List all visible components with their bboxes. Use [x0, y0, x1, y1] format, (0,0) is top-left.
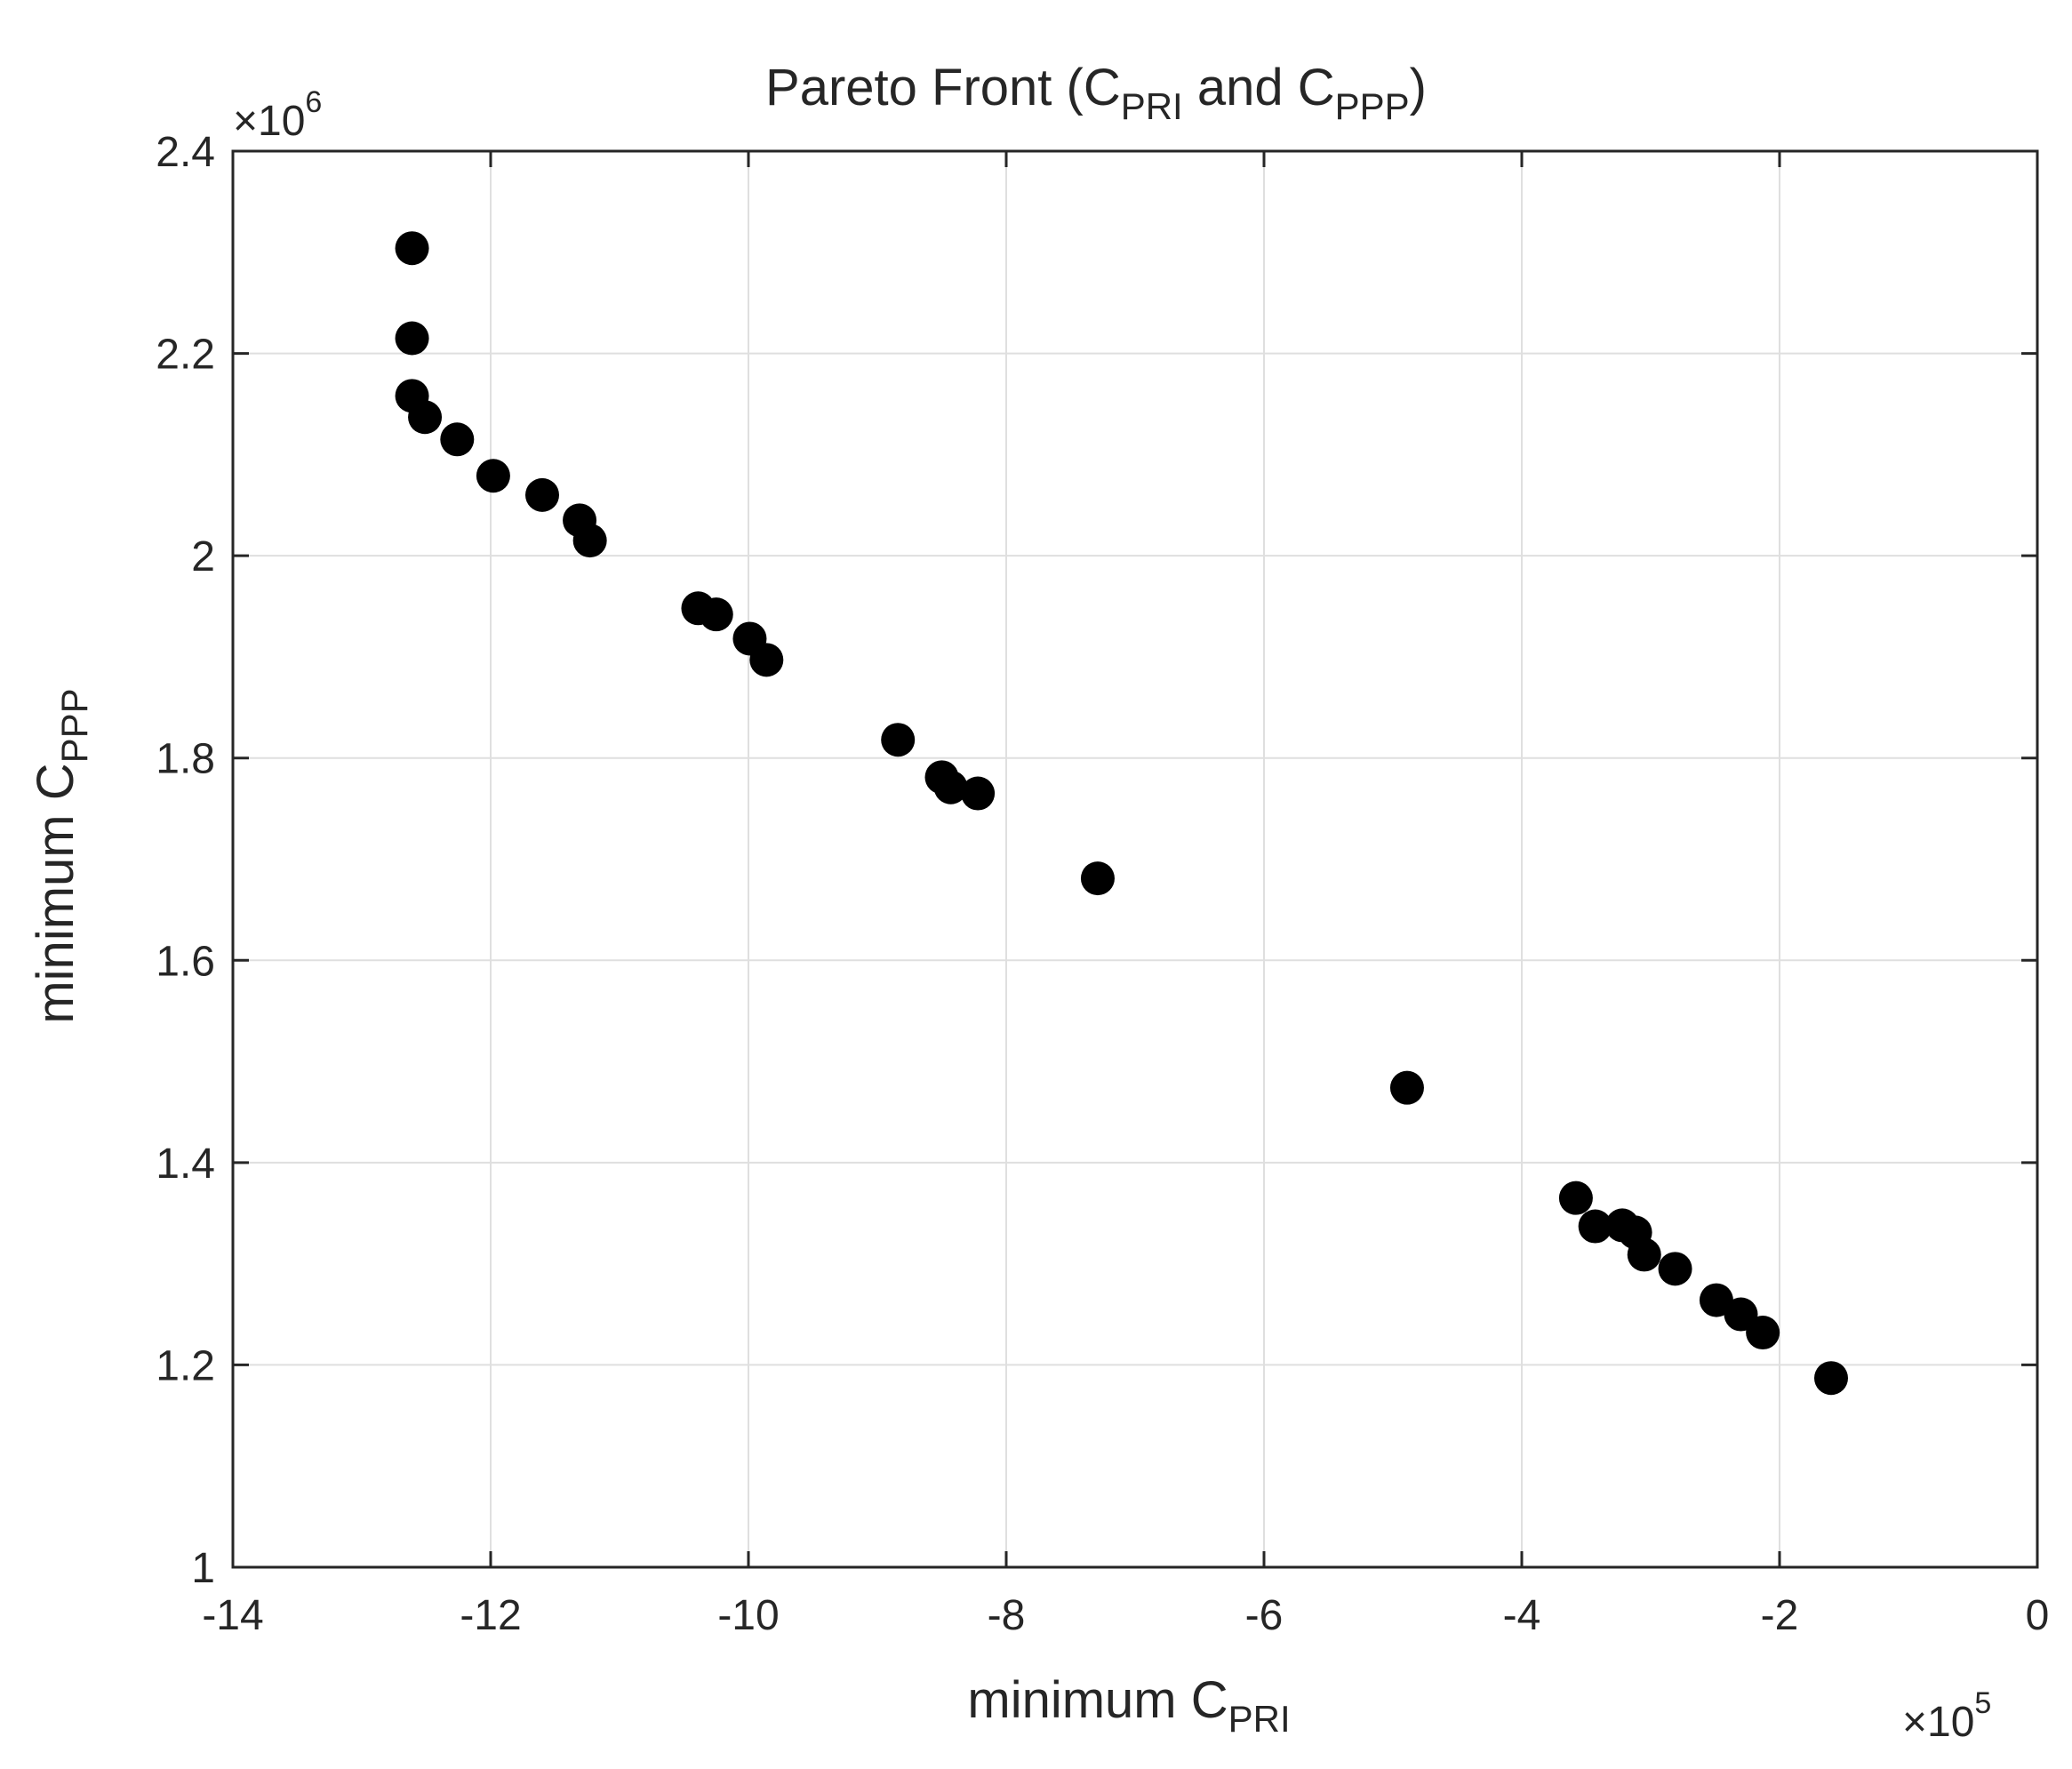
data-point	[1658, 1252, 1692, 1286]
data-point	[395, 231, 429, 266]
data-point	[1814, 1361, 1848, 1396]
x-tick-label: -8	[988, 1592, 1026, 1639]
x-axis-label: minimum CPRI	[967, 1671, 1290, 1740]
data-point	[440, 422, 475, 457]
data-point	[1699, 1283, 1733, 1317]
y-tick-label: 2.2	[156, 332, 215, 379]
y-tick-label: 1.2	[156, 1342, 215, 1389]
data-point	[408, 400, 443, 435]
x-tick-label: -4	[1503, 1592, 1541, 1639]
data-point	[1080, 861, 1115, 896]
data-points	[395, 231, 1848, 1396]
data-point	[881, 723, 916, 757]
y-tick-label: 2	[191, 533, 215, 580]
y-tick-label: 1.4	[156, 1141, 215, 1188]
x-tick-label: -10	[717, 1592, 779, 1639]
y-tick-label: 2.4	[156, 129, 215, 176]
data-point	[961, 776, 996, 811]
x-tick-label: 0	[2026, 1592, 2050, 1639]
data-point	[525, 477, 559, 512]
data-point	[1746, 1316, 1780, 1350]
data-point	[933, 770, 968, 804]
grid-lines	[232, 150, 2038, 1568]
data-point	[699, 597, 733, 632]
data-point	[749, 643, 784, 677]
data-point	[1558, 1181, 1593, 1215]
data-point	[476, 459, 510, 493]
y-tick-label: 1.6	[156, 938, 215, 985]
x-axis-exponent: ×105	[1902, 1686, 1991, 1746]
data-point	[1627, 1237, 1661, 1272]
y-tick-label: 1	[191, 1545, 215, 1592]
axis-ticks: -14 -12 -10 -8 -6 -4 -2 0 1 1.2 1.4 1.6 1.8 2 2.2 2.4	[156, 129, 2049, 1639]
data-point	[572, 524, 607, 558]
x-tick-label: -12	[460, 1592, 521, 1639]
data-point	[395, 321, 429, 356]
y-axis-exponent: ×106	[233, 85, 322, 145]
y-axis-label: minimum CPPP	[27, 688, 95, 1023]
plot-area-frame	[231, 149, 2039, 1569]
data-point	[1578, 1209, 1612, 1244]
y-tick-label: 1.8	[156, 736, 215, 783]
x-tick-label: -14	[202, 1592, 263, 1639]
chart-title: Pareto Front (CPRI and CPPP)	[765, 59, 1427, 127]
x-tick-label: -6	[1245, 1592, 1284, 1639]
data-point	[1389, 1070, 1424, 1105]
x-tick-label: -2	[1761, 1592, 1799, 1639]
